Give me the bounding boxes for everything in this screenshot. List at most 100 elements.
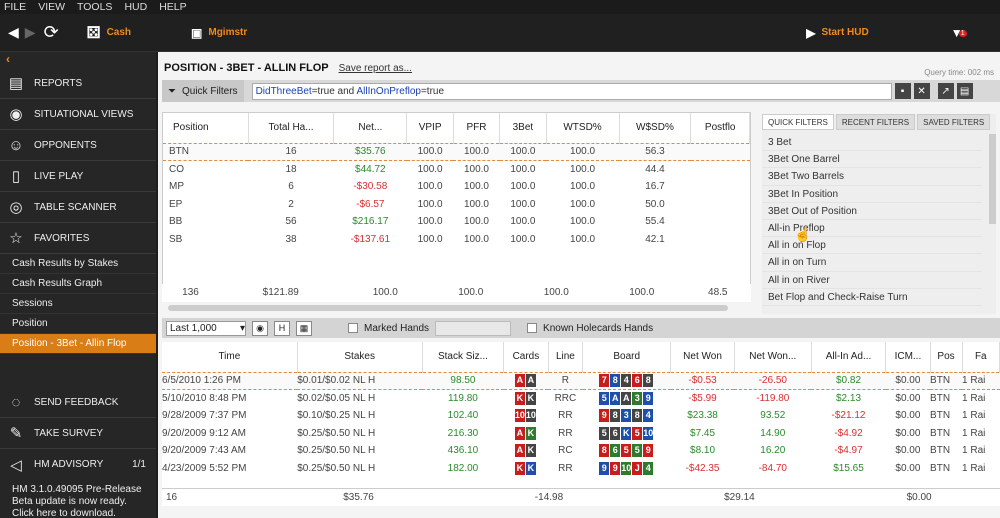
eye-toggle-icon[interactable]: ◉ (252, 320, 268, 336)
filter-item[interactable]: 3Bet Two Barrels (762, 168, 982, 186)
refresh-icon[interactable]: ⟳ (43, 22, 59, 42)
menu-item-hud[interactable]: HUD (124, 1, 148, 13)
sidebar-item-opponents[interactable]: ☺ OPPONENTS (0, 130, 156, 161)
tab-recent-filters[interactable]: RECENT FILTERS (835, 114, 916, 130)
sidebar-item-favorites[interactable]: ☆ FAVORITES (0, 223, 156, 254)
table-row[interactable]: EP 2 -$6.57 100.0 100.0 100.0 100.0 50.0 (169, 198, 665, 210)
column-header[interactable]: Position (163, 113, 249, 143)
filter-item[interactable]: 3 Bet (762, 134, 982, 152)
table-row[interactable]: 9/20/2009 9:12 AM $0.25/$0.50 NL H 216.30 A… (162, 425, 1000, 443)
upper-horizontal-scrollbar[interactable] (168, 305, 728, 311)
cash-button[interactable]: ⚄ Cash (86, 24, 132, 42)
sidebar-item-live-play[interactable]: ▯ LIVE PLAY (0, 161, 156, 192)
filter-item[interactable]: All-in Preflop (762, 220, 982, 238)
column-header[interactable]: Line (548, 342, 584, 372)
quick-filters-button[interactable]: ⏷ Quick Filters (162, 80, 244, 102)
toolbar: ◀ ▶ ⟳ ⚄ Cash ▣ Mgimstr ▶ Start HUD ▼ 1 (0, 14, 1000, 52)
table-row[interactable]: SB 38 -$137.61 100.0 100.0 100.0 100.0 42.1 (169, 233, 665, 245)
table-row[interactable]: MP 6 -$30.58 100.0 100.0 100.0 100.0 16.7 (169, 181, 665, 193)
collapse-sidebar-button[interactable]: ‹ (6, 52, 10, 66)
grid-icon[interactable]: ▦ (296, 320, 312, 336)
tab-saved-filters[interactable]: SAVED FILTERS (917, 114, 991, 130)
back-icon[interactable]: ◀ (8, 24, 19, 40)
column-header[interactable]: Net Won... (734, 342, 812, 372)
save-filter-icon[interactable]: ▪ (894, 83, 911, 99)
table-row[interactable]: 9/28/2009 7:37 PM $0.10/$0.25 NL H 102.40 1… (162, 407, 1000, 425)
menu-item-file[interactable]: FILE (4, 1, 27, 13)
favorite-item[interactable]: Cash Results by Stakes (0, 254, 156, 274)
mgmt-button[interactable]: ▣ Mgimstr (191, 25, 248, 40)
known-holecards-checkbox[interactable] (527, 323, 538, 333)
column-header[interactable]: Pos (930, 342, 963, 372)
column-header[interactable]: Cards (503, 342, 549, 372)
filter-item[interactable]: All in on River (762, 272, 982, 289)
filter-item[interactable]: 3Bet In Position (762, 186, 982, 203)
marked-hands-field[interactable] (435, 320, 512, 336)
column-header[interactable]: PFR (453, 113, 501, 143)
table-row[interactable]: CO 18 $44.72 100.0 100.0 100.0 100.0 44.4 (169, 164, 665, 175)
column-header[interactable]: W$SD% (619, 113, 692, 143)
marked-hands-checkbox[interactable] (348, 323, 358, 333)
start-hud-button[interactable]: ▶ Start HUD (806, 25, 869, 40)
column-header[interactable]: Fa (962, 342, 1000, 372)
chevron-down-icon: ▾ (239, 322, 245, 334)
tab-quick-filters[interactable]: QUICK FILTERS (762, 114, 834, 130)
column-header[interactable]: Board (582, 342, 672, 372)
column-header[interactable]: Time (162, 342, 298, 372)
favorite-item[interactable]: Cash Results Graph (0, 274, 156, 294)
card: 8 (610, 409, 621, 423)
favorite-item[interactable]: Position - 3Bet - Allin Flop (0, 334, 156, 354)
filter-item[interactable]: 3Bet One Barrel (762, 151, 982, 169)
card: A (514, 374, 525, 388)
table-row[interactable]: BTN 16 $35.76 100.0 100.0 100.0 100.0 56.3 (163, 142, 750, 161)
h-toggle-button[interactable]: H (274, 320, 290, 336)
column-header[interactable]: Stakes (297, 342, 423, 372)
notification-button[interactable]: ▼ 1 (951, 26, 967, 40)
sidebar-item-take-survey[interactable]: ✎ TAKE SURVEY (0, 418, 156, 449)
favorite-item[interactable]: Sessions (0, 294, 156, 314)
layout-icon[interactable]: ▤ (956, 83, 973, 99)
sidebar-item-send-feedback[interactable]: ◌ SEND FEEDBACK (0, 387, 156, 418)
filter-item[interactable]: Bet Flop and Check-Raise Turn (762, 289, 982, 306)
card: K (621, 426, 632, 440)
menu-item-help[interactable]: HELP (159, 1, 187, 13)
table-row[interactable]: 6/5/2010 1:26 PM $0.01/$0.02 NL H 98.50 A A R… (162, 371, 1000, 390)
table-row[interactable]: 4/23/2009 5:52 PM $0.25/$0.50 NL H 182.00 K… (162, 460, 1000, 478)
column-header[interactable]: WTSD% (546, 113, 620, 143)
sidebar-item-reports[interactable]: ▤ REPORTS (0, 68, 156, 99)
sidebar-item-table-scanner[interactable]: ◎ TABLE SCANNER (0, 192, 156, 223)
table-row[interactable]: 5/10/2010 8:48 PM $0.02/$0.05 NL H 119.80 K… (162, 390, 1000, 408)
sidebar-item-situational-views[interactable]: ◉ SITUATIONAL VIEWS (0, 99, 156, 130)
clear-filter-icon[interactable]: ✕ (913, 83, 930, 99)
chart-icon[interactable]: ↗ (937, 83, 954, 99)
filter-item[interactable]: 3Bet Out of Position (762, 203, 982, 220)
filter-item[interactable]: All in on Flop (762, 237, 982, 255)
filter-item[interactable]: All in on Turn (762, 254, 982, 272)
update-message[interactable]: HM 3.1.0.49095 Pre-Release Beta update i… (12, 484, 142, 518)
card: 8 (632, 409, 643, 423)
column-header[interactable]: All-In Ad... (811, 342, 887, 372)
menu-item-tools[interactable]: TOOLS (77, 1, 113, 13)
filter-query-input[interactable]: DidThreeBet=true and AllInOnPreflop=true (251, 82, 892, 100)
favorite-item[interactable]: Position (0, 314, 156, 334)
column-header[interactable]: 3Bet (499, 113, 547, 143)
opponents-icon: ☺ (8, 136, 24, 154)
column-header[interactable]: VPIP (406, 113, 454, 143)
forward-icon[interactable]: ▶ (24, 24, 36, 40)
hm-advisory-header[interactable]: ◁ HM ADVISORY 1/1 (0, 449, 156, 480)
hand-count-select[interactable]: Last 1,000 ▾ (166, 320, 246, 336)
column-header[interactable]: Stack Siz... (422, 342, 505, 372)
column-header[interactable]: Total Ha... (248, 113, 335, 143)
menu-item-view[interactable]: VIEW (38, 1, 66, 13)
table-row[interactable]: 9/20/2009 7:43 AM $0.25/$0.50 NL H 436.10 A… (162, 442, 1000, 460)
card: A (525, 374, 536, 388)
card: 4 (643, 461, 654, 475)
column-header[interactable]: Net... (333, 113, 408, 143)
column-header[interactable]: Postflo (690, 113, 750, 143)
eye-icon: ◉ (9, 106, 23, 123)
column-header[interactable]: Net Won (670, 342, 735, 372)
column-header[interactable]: ICM... (885, 342, 931, 372)
filters-scrollbar[interactable] (989, 134, 996, 224)
table-row[interactable]: BB 56 $216.17 100.0 100.0 100.0 100.0 55.4 (169, 216, 665, 228)
save-report-link[interactable]: Save report as... (338, 63, 412, 74)
